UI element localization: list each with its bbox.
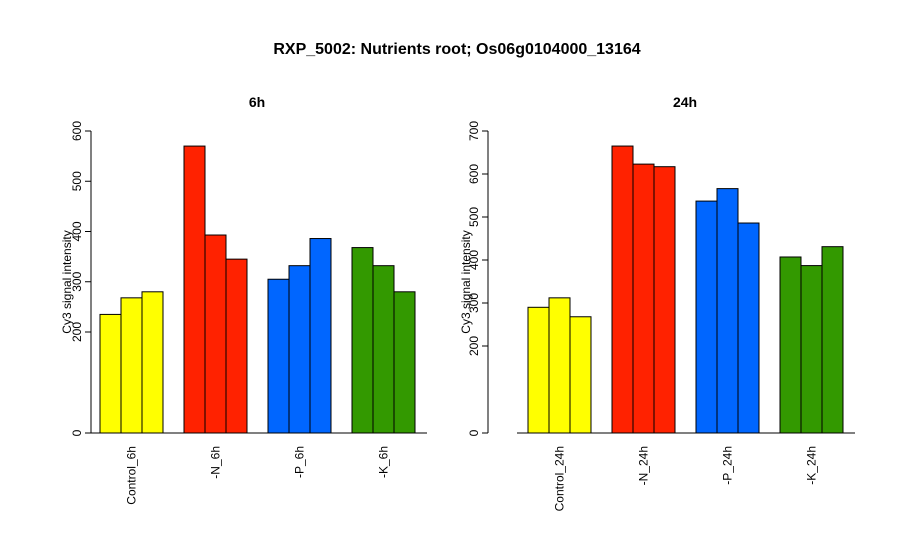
x-tick-labels: Control_24h -N_24h -P_24h -K_24h — [553, 446, 819, 511]
y-tick-label: 300 — [70, 271, 84, 291]
y-tick-label: 400 — [70, 221, 84, 241]
y-tick-label: 0 — [467, 429, 481, 436]
panel-title: 6h — [249, 94, 265, 110]
main-title: RXP_5002: Nutrients root; Os06g0104000_1… — [273, 41, 640, 58]
bars — [527, 145, 844, 434]
bar — [569, 316, 592, 434]
bar — [632, 163, 655, 434]
panel-6h: 6h Cy3 signal intensity 0 200 300 400 500 600… — [60, 94, 427, 505]
y-tick-label: 200 — [467, 336, 481, 356]
y-tick-label: 500 — [70, 171, 84, 191]
bar — [548, 297, 571, 434]
x-tick-label: -N_6h — [209, 446, 223, 479]
bar — [120, 297, 143, 434]
bar — [695, 200, 718, 434]
y-axis-label: Cy3 signal intensity — [60, 230, 74, 333]
bar — [351, 247, 374, 434]
panel-24h: 24h Cy3 signal intensity 0 200 300 400 500 60… — [459, 94, 855, 511]
panel-title: 24h — [673, 94, 697, 110]
x-tick-label: Control_24h — [553, 446, 567, 511]
y-tick-label: 200 — [70, 322, 84, 342]
y-axis-label: Cy3 signal intensity — [459, 230, 473, 333]
bar — [288, 265, 311, 434]
y-tick-label: 400 — [467, 250, 481, 270]
bar — [737, 222, 760, 434]
y-tick-label: 0 — [70, 429, 84, 436]
bar — [225, 258, 248, 434]
bar — [653, 166, 676, 434]
bar — [716, 188, 739, 434]
bar — [800, 265, 823, 434]
bar — [821, 246, 844, 434]
x-tick-label: -P_24h — [721, 446, 735, 485]
y-tick-label: 600 — [467, 164, 481, 184]
bar — [393, 291, 416, 434]
x-tick-label: -K_24h — [805, 446, 819, 485]
x-tick-labels: Control_6h -N_6h -P_6h -K_6h — [125, 446, 391, 505]
y-tick-label: 500 — [467, 207, 481, 227]
x-tick-label: -P_6h — [293, 446, 307, 478]
bar — [372, 265, 395, 434]
y-axis: 0 200 300 400 500 600 700 — [467, 121, 489, 436]
x-tick-label: -N_24h — [637, 446, 651, 485]
y-tick-label: 700 — [467, 121, 481, 141]
bar — [183, 145, 206, 434]
bar — [611, 145, 634, 434]
y-axis: 0 200 300 400 500 600 — [70, 121, 92, 436]
bar — [527, 306, 550, 434]
bar — [309, 238, 332, 434]
bar — [267, 278, 290, 434]
bar — [779, 256, 802, 434]
bar — [141, 291, 164, 434]
x-tick-label: Control_6h — [125, 446, 139, 505]
x-tick-label: -K_6h — [377, 446, 391, 478]
bar — [99, 313, 122, 434]
y-tick-label: 600 — [70, 121, 84, 141]
bar — [204, 234, 227, 434]
y-tick-label: 300 — [467, 293, 481, 313]
bars — [99, 145, 416, 434]
